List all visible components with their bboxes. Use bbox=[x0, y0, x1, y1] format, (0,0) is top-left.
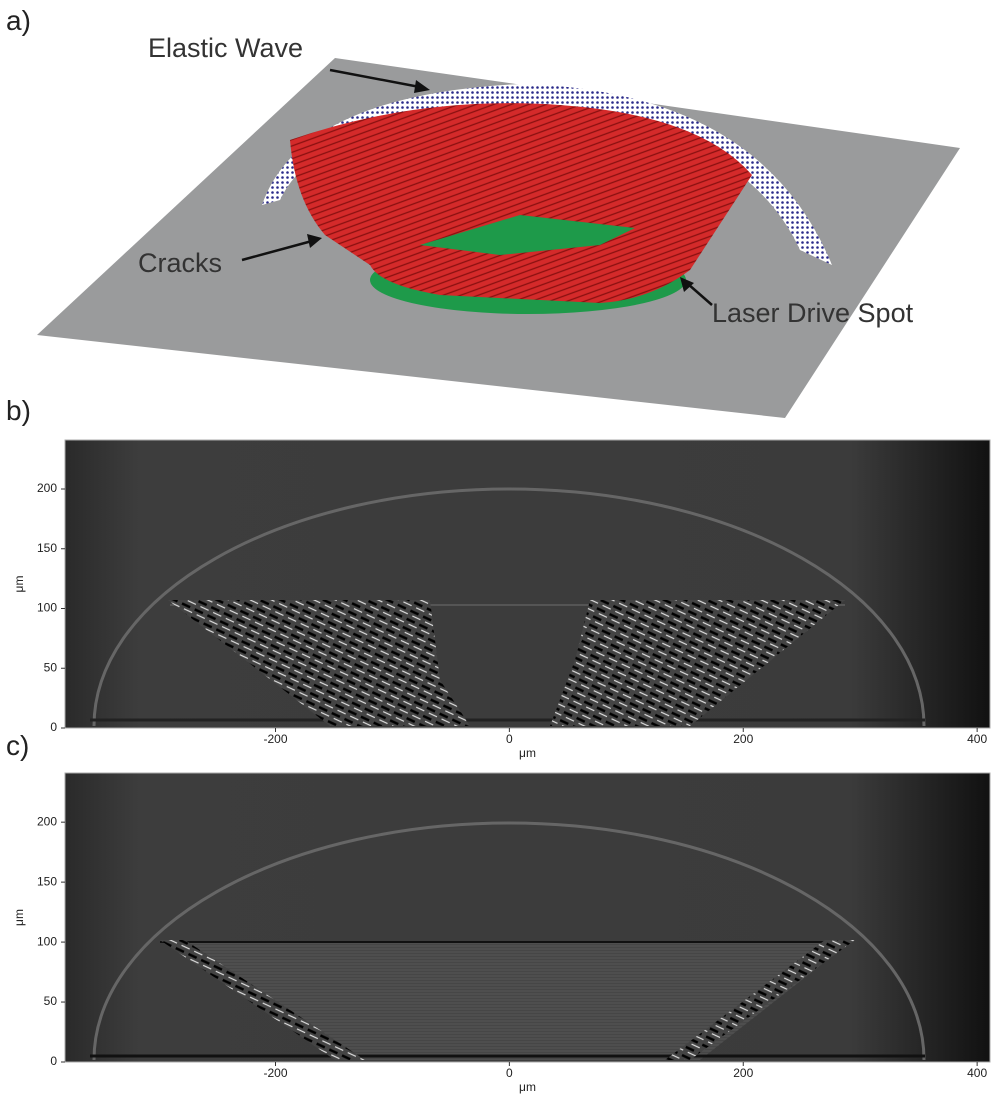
annotation: Elastic Wave bbox=[148, 33, 303, 63]
annotation: Cracks bbox=[138, 248, 222, 278]
image bbox=[65, 440, 990, 728]
y-axis-label: μm bbox=[12, 909, 26, 926]
panel-label: a) bbox=[6, 5, 31, 36]
y-tick-label: 200 bbox=[37, 481, 57, 495]
panel-b: b) bbox=[6, 395, 990, 728]
panel-label: c) bbox=[6, 730, 29, 761]
x-tick-label: 0 bbox=[506, 1066, 513, 1080]
y-tick-label: 100 bbox=[37, 601, 57, 615]
figure: a) Elastic Wave Cracks Laser Drive Spot … bbox=[0, 0, 998, 1110]
x-tick-label: 400 bbox=[967, 732, 987, 746]
y-tick-label: 0 bbox=[50, 1054, 57, 1068]
y-tick-label: 50 bbox=[44, 660, 58, 674]
x-axis-label: μm bbox=[519, 746, 536, 760]
annotation: Laser Drive Spot bbox=[712, 298, 914, 328]
y-tick-label: 150 bbox=[37, 874, 57, 888]
x-tick-label: -200 bbox=[263, 1066, 287, 1080]
y-tick-label: 200 bbox=[37, 814, 57, 828]
x-tick-label: 200 bbox=[733, 732, 753, 746]
y-tick-label: 100 bbox=[37, 934, 57, 948]
panel-c: c) bbox=[6, 730, 990, 1062]
y-tick-label: 0 bbox=[50, 720, 57, 734]
panel-label: b) bbox=[6, 395, 31, 426]
y-tick-label: 150 bbox=[37, 541, 57, 555]
x-axis-label: μm bbox=[519, 1080, 536, 1094]
x-tick-label: 200 bbox=[733, 1066, 753, 1080]
x-tick-label: 0 bbox=[506, 732, 513, 746]
y-tick-label: 50 bbox=[44, 994, 58, 1008]
y-axis-label: μm bbox=[12, 576, 26, 593]
x-tick-label: -200 bbox=[263, 732, 287, 746]
x-tick-label: 400 bbox=[967, 1066, 987, 1080]
panel-a: a) Elastic Wave Cracks Laser Drive Spot bbox=[6, 5, 960, 418]
